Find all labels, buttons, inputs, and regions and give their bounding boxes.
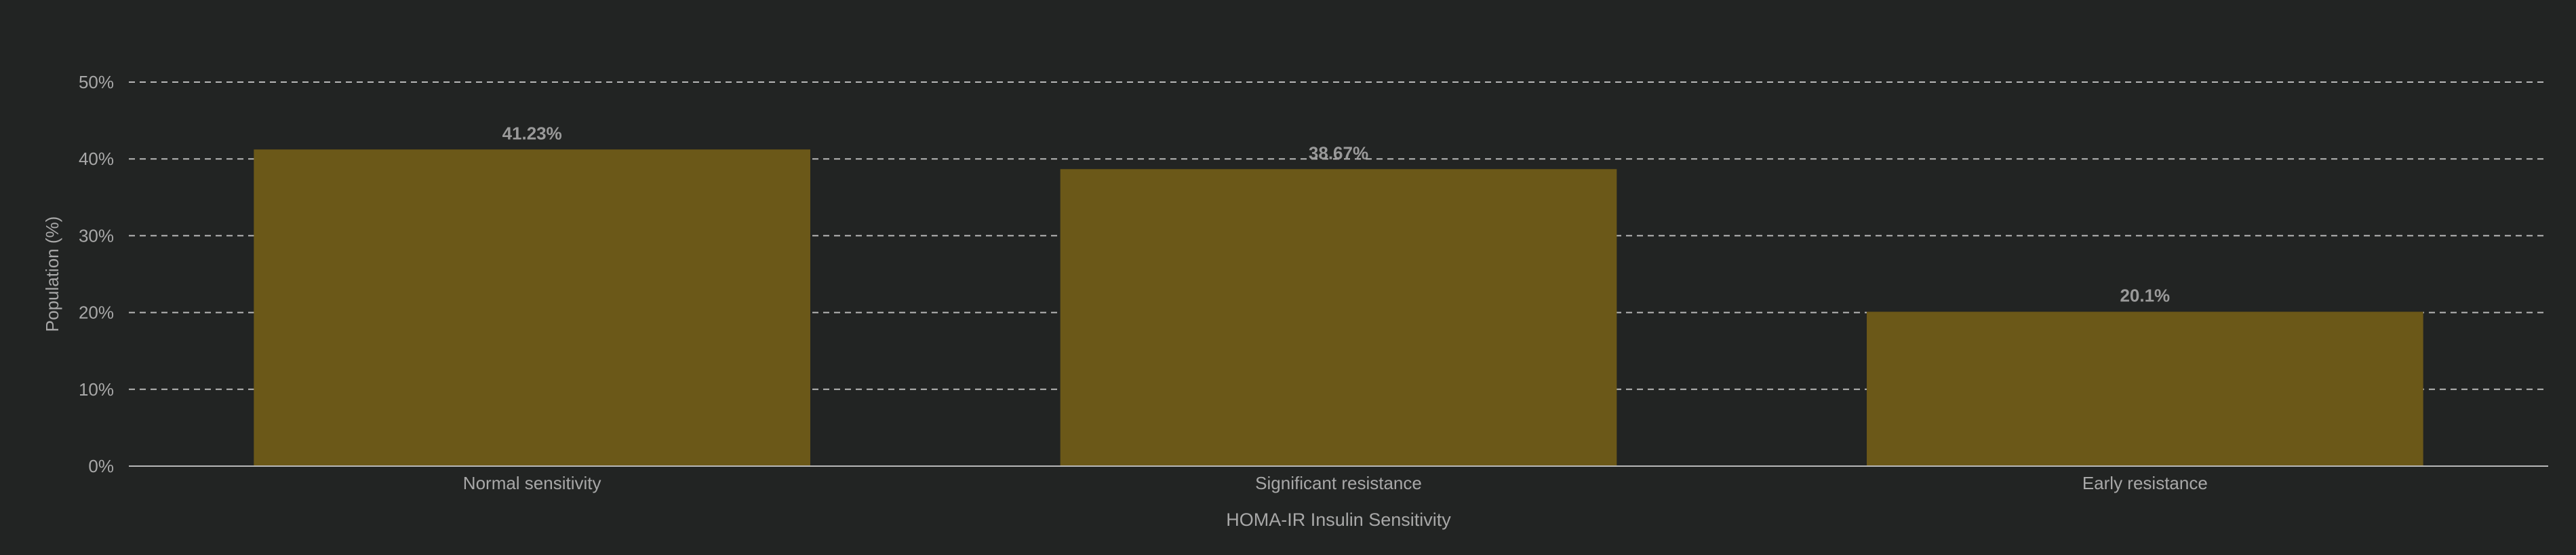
bar-value-label: 38.67% (1309, 142, 1368, 163)
bar-value-label: 41.23% (502, 123, 562, 143)
x-tick-labels: Normal sensitivity Significant resistance… (463, 473, 2208, 493)
y-tick-labels: 0% 10% 20% 30% 40% 50% (79, 72, 114, 476)
value-labels: 41.23% 38.67% 20.1% (502, 123, 2171, 305)
x-tick-label: Normal sensitivity (463, 473, 601, 493)
y-tick-label: 0% (88, 456, 114, 476)
y-tick-label: 20% (79, 303, 114, 323)
x-axis-title: HOMA-IR Insulin Sensitivity (1226, 510, 1451, 530)
bar (1060, 169, 1617, 466)
bars (254, 149, 2423, 466)
bar (254, 149, 810, 466)
bar-value-label: 20.1% (2120, 285, 2170, 305)
bar (1867, 311, 2423, 466)
y-tick-label: 50% (79, 72, 114, 92)
y-axis-title: Population (%) (42, 216, 62, 332)
y-tick-label: 30% (79, 225, 114, 246)
x-tick-label: Significant resistance (1255, 473, 1422, 493)
y-tick-label: 40% (79, 149, 114, 169)
y-tick-label: 10% (79, 379, 114, 400)
x-tick-label: Early resistance (2082, 473, 2208, 493)
